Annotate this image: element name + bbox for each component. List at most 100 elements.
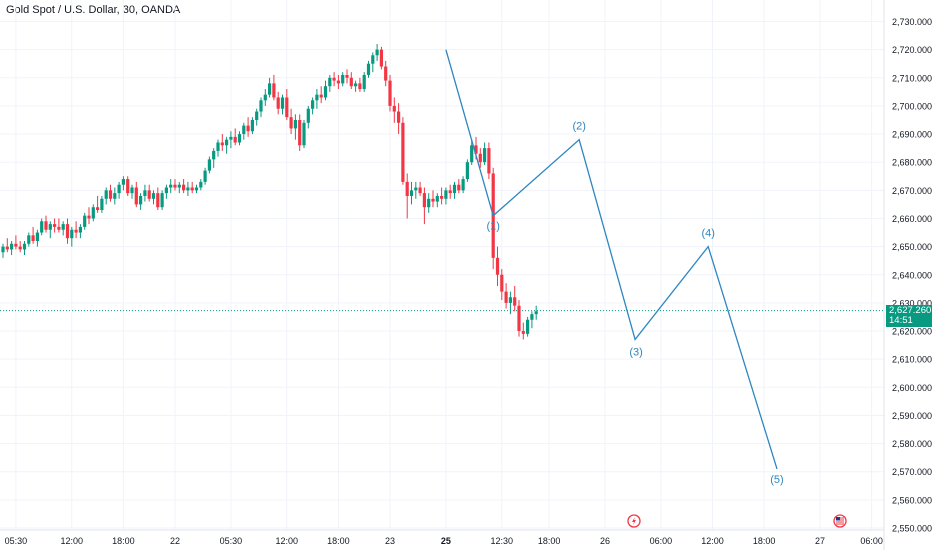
candle (495, 246, 500, 287)
x-tick-label: 18:00 (753, 536, 776, 546)
candle-body (323, 86, 328, 98)
candle-body (517, 305, 521, 332)
candle-body (220, 142, 224, 146)
candle-body (194, 187, 199, 191)
candle-body (345, 74, 349, 78)
candle (349, 72, 353, 90)
candle (233, 128, 237, 146)
candle (379, 46, 383, 70)
candle (315, 89, 319, 109)
x-tick-label: 26 (600, 536, 610, 546)
candle-body (487, 148, 491, 174)
candle-body (57, 226, 61, 230)
candle (10, 240, 14, 256)
candle (164, 184, 168, 199)
candle-body (91, 207, 95, 219)
candle-body (362, 74, 366, 90)
candle-body (422, 193, 426, 208)
candle-body (315, 94, 319, 101)
candle (18, 240, 22, 253)
candle-body (113, 193, 117, 199)
candle-body (203, 170, 207, 182)
candle-body (22, 243, 27, 250)
candle (272, 74, 276, 101)
candle (371, 52, 375, 73)
candle-body (474, 145, 478, 154)
candle (328, 74, 332, 92)
candle-body (306, 108, 310, 123)
candle (151, 190, 156, 205)
candle-body (268, 83, 272, 95)
candle (108, 184, 113, 202)
candle-body (44, 221, 48, 230)
event-markers[interactable] (627, 514, 847, 528)
lightning-event-icon[interactable] (627, 514, 641, 528)
candle-body (418, 187, 422, 194)
candle-body (452, 184, 457, 194)
x-tick-label: 18:00 (112, 536, 135, 546)
candle-body (207, 159, 211, 171)
y-tick-label: 2,660.000 (892, 214, 932, 224)
x-tick-label: 23 (385, 536, 395, 546)
candle (1, 243, 5, 258)
candle-body (48, 224, 52, 230)
x-tick-label: 05:30 (220, 536, 243, 546)
candle (250, 117, 254, 135)
candle-body (504, 291, 508, 303)
candle-body (74, 229, 78, 233)
candle (113, 187, 117, 205)
candle (126, 176, 130, 196)
candle-body (143, 190, 147, 196)
candle (216, 139, 220, 157)
candle-body (302, 122, 306, 146)
wave-path[interactable] (445, 49, 778, 470)
candle (392, 97, 396, 123)
candle-body (526, 319, 530, 334)
candle (57, 218, 61, 233)
candle (70, 226, 74, 247)
candle-body (100, 198, 104, 211)
candle-body (190, 187, 194, 191)
y-tick-label: 2,650.000 (892, 242, 932, 252)
candle (448, 184, 452, 199)
candle (341, 72, 345, 87)
candle (319, 86, 323, 104)
us-flag-event-icon[interactable] (833, 514, 847, 528)
candle-body (61, 224, 65, 230)
x-tick-label: 22 (170, 536, 180, 546)
candle-body (354, 83, 358, 87)
candle-body (164, 187, 168, 194)
candle-body (280, 97, 285, 109)
candle (323, 80, 328, 101)
candle-body (1, 246, 5, 253)
elliott-wave-drawing[interactable]: (1) (2) (3) (4) (5) (445, 49, 784, 486)
candle (190, 181, 194, 194)
candle-body (199, 181, 203, 188)
candle (358, 77, 362, 92)
candle-body (483, 148, 487, 163)
candle-body (319, 94, 323, 98)
candle-body (478, 153, 482, 163)
candle (285, 89, 289, 120)
y-tick-label: 2,600.000 (892, 383, 932, 393)
candle (276, 91, 280, 115)
candle-body (409, 190, 414, 196)
candle-body (461, 179, 465, 191)
price-axis[interactable]: 2,550.000 2,560.000 2,570.000 2,580.000 2,59… (883, 0, 932, 550)
candle (401, 117, 405, 185)
candle (345, 69, 349, 84)
candle-body (371, 55, 375, 64)
candle (483, 142, 487, 166)
candle (263, 89, 267, 106)
candle (212, 148, 216, 168)
y-tick-label: 2,550.000 (892, 524, 932, 534)
candle-body (384, 66, 388, 81)
candle-body (225, 139, 229, 146)
x-tick-label: 05:30 (5, 536, 28, 546)
candle-body (121, 179, 125, 185)
candle (487, 142, 491, 180)
time-axis[interactable]: 05:30 12:00 18:00 22 05:30 12:00 18:00 23 25 12:3… (0, 529, 884, 546)
candle (203, 167, 207, 185)
candle-body (83, 215, 87, 227)
